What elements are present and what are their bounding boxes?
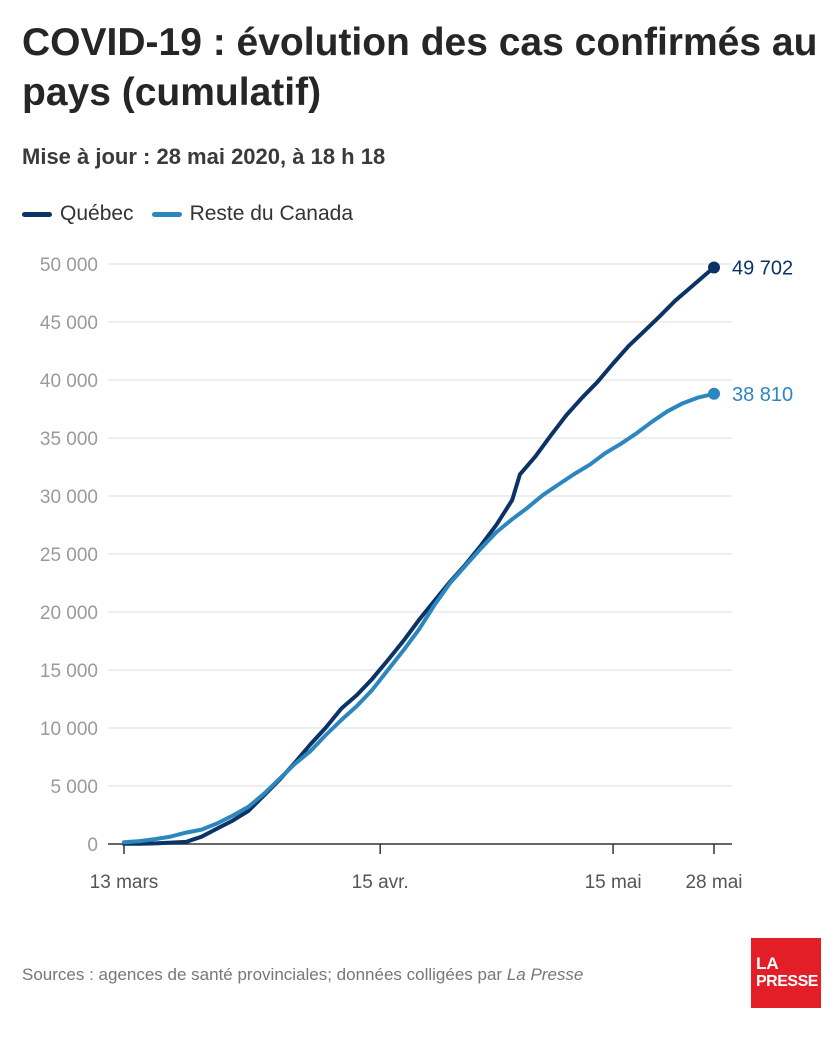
la-presse-logo: LA PRESSE xyxy=(751,938,821,1008)
x-tick-label: 28 mai xyxy=(685,872,742,893)
series-line-quebec xyxy=(122,265,716,846)
x-tick-label: 15 mai xyxy=(585,872,642,893)
legend-label-rest-of-canada: Reste du Canada xyxy=(189,202,354,225)
y-tick-label: 40 000 xyxy=(40,371,98,392)
y-tick-label: 5 000 xyxy=(50,777,98,798)
logo-line-1: LA xyxy=(756,954,779,973)
source-publisher: La Presse xyxy=(506,965,584,984)
legend: Québec Reste du Canada xyxy=(22,202,371,226)
data-label-reste-du-canada: 38 810 xyxy=(732,384,793,406)
line-chart: 0 5 000 10 000 15 000 20 000 25 000 30 000 35 0… xyxy=(40,255,793,893)
series-line-reste-du-canada xyxy=(122,391,716,845)
legend-swatch-quebec xyxy=(22,211,52,217)
y-tick-label: 0 xyxy=(87,835,98,856)
y-tick-label: 20 000 xyxy=(40,603,98,624)
source-text: Sources : agences de santé provinciales;… xyxy=(22,965,507,984)
y-tick-label: 35 000 xyxy=(40,429,98,450)
y-tick-label: 10 000 xyxy=(40,719,98,740)
x-tick-label: 15 avr. xyxy=(352,872,409,893)
y-tick-label: 25 000 xyxy=(40,545,98,566)
legend-label-quebec: Québec xyxy=(60,202,134,225)
source-note: Sources : agences de santé provinciales;… xyxy=(22,965,583,985)
series-end-point-quebec xyxy=(708,261,720,274)
chart-title: COVID-19 : évolution des cas confirmés a… xyxy=(22,21,818,114)
x-tick-label: 13 mars xyxy=(90,872,159,893)
y-tick-label: 30 000 xyxy=(40,487,98,508)
logo-line-2: PRESSE xyxy=(756,973,818,990)
series-end-point-reste-du-canada xyxy=(708,387,720,400)
legend-item-rest-of-canada: Reste du Canada xyxy=(151,202,354,226)
data-label-quebec: 49 702 xyxy=(732,257,793,279)
y-tick-label: 45 000 xyxy=(40,313,98,334)
legend-item-quebec: Québec xyxy=(22,202,134,226)
y-tick-label: 50 000 xyxy=(40,255,98,276)
chart-subtitle: Mise à jour : 28 mai 2020, à 18 h 18 xyxy=(22,144,386,169)
legend-swatch-rest-of-canada xyxy=(151,211,182,217)
y-tick-label: 15 000 xyxy=(40,661,98,682)
